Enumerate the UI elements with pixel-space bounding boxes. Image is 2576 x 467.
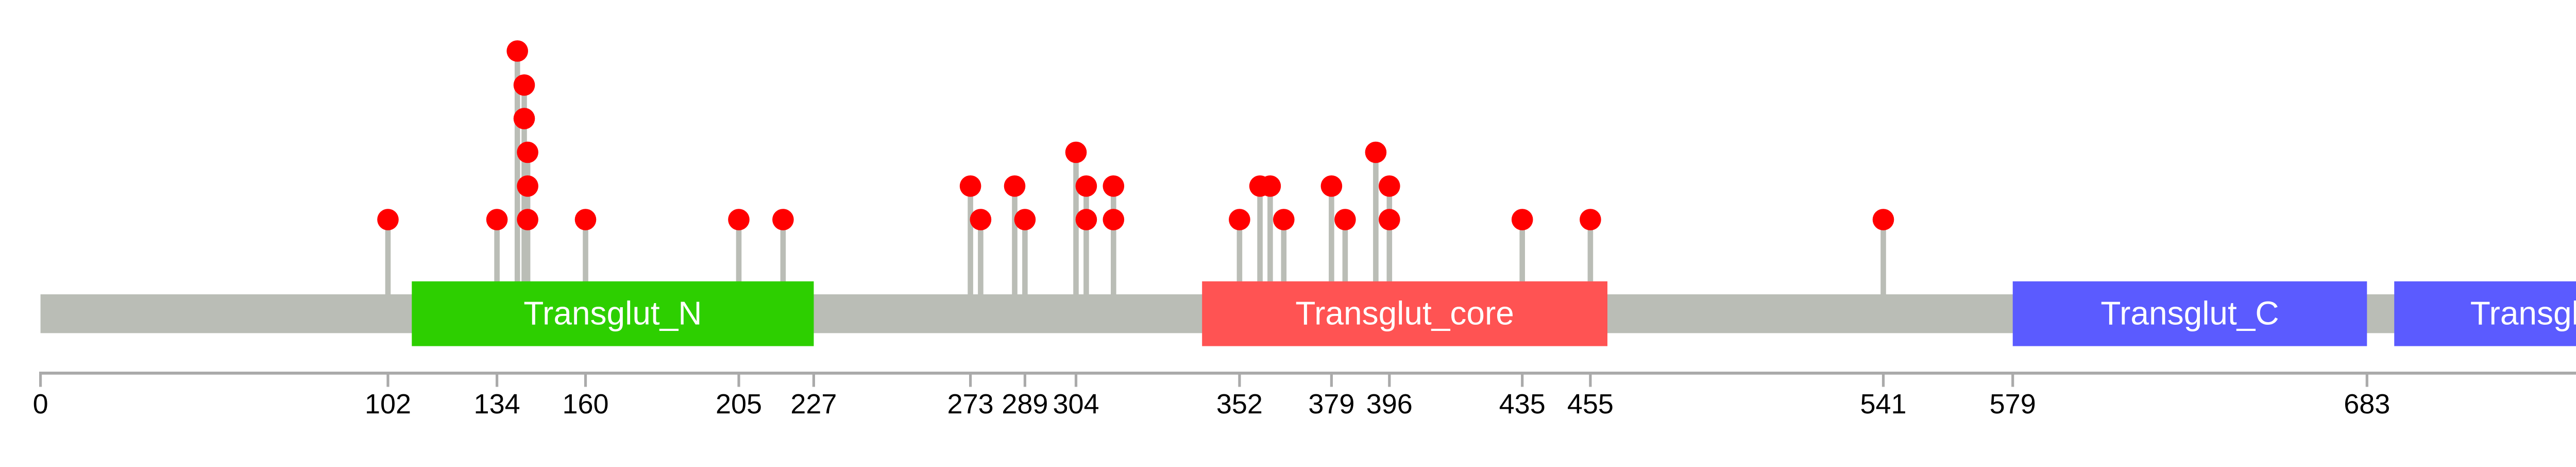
svg-text:Transglut_C: Transglut_C [2100,295,2279,332]
svg-text:579: 579 [1990,389,2036,420]
svg-text:683: 683 [2344,389,2390,420]
svg-text:Transglut_core: Transglut_core [1295,295,1514,332]
svg-text:273: 273 [947,389,994,420]
svg-text:227: 227 [790,389,837,420]
svg-text:Transglut_N: Transglut_N [523,295,702,332]
svg-text:102: 102 [365,389,411,420]
svg-text:160: 160 [562,389,608,420]
svg-text:0: 0 [33,389,48,420]
svg-text:379: 379 [1308,389,1354,420]
svg-text:289: 289 [1002,389,1048,420]
svg-text:541: 541 [1860,389,1906,420]
svg-text:304: 304 [1053,389,1099,420]
svg-text:435: 435 [1499,389,1546,420]
svg-text:455: 455 [1567,389,1614,420]
svg-text:134: 134 [474,389,520,420]
svg-text:Transglut_C: Transglut_C [2470,295,2576,332]
svg-text:396: 396 [1366,389,1413,420]
svg-text:352: 352 [1216,389,1263,420]
svg-text:205: 205 [716,389,762,420]
